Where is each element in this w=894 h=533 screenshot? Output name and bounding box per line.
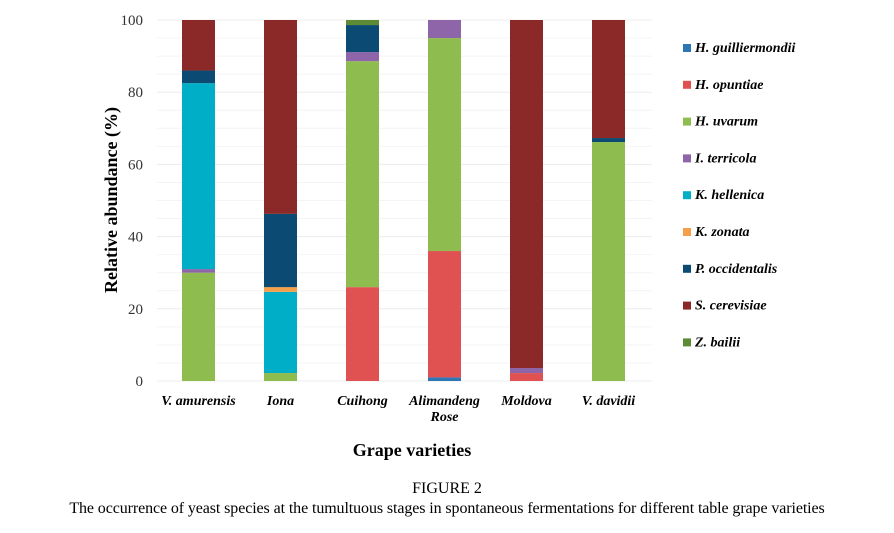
x-axis-title: Grape varieties	[353, 440, 471, 460]
legend-label: I. terricola	[694, 151, 756, 166]
legend-item: K. zonata	[683, 225, 749, 240]
legend-label: Z. bailii	[694, 335, 740, 350]
y-tick-label: 0	[136, 374, 144, 390]
bar-segment	[264, 213, 297, 288]
legend-item: H. guilliermondii	[683, 41, 795, 56]
bar-stack	[182, 20, 215, 381]
bar-stack	[264, 20, 297, 381]
legend-item: H. opuntiae	[683, 78, 763, 93]
y-tick-label: 20	[128, 302, 143, 318]
legend-swatch	[683, 44, 691, 52]
x-tick-label: V. davidii	[582, 394, 636, 409]
x-tick-label: V. amurensis	[161, 394, 236, 409]
bar-segment	[346, 25, 379, 53]
bar-segment	[264, 287, 297, 292]
legend-swatch	[683, 228, 691, 236]
legend-label: P. occidentalis	[695, 262, 778, 277]
legend-swatch	[683, 301, 691, 310]
y-tick-label: 100	[121, 13, 144, 29]
legend-swatch	[683, 338, 691, 347]
legend-item: K. hellenica	[683, 188, 764, 203]
bar-segment	[182, 20, 215, 71]
bar-segment	[346, 20, 379, 26]
legend: H. guilliermondii H. opuntiae H. uvarum I. …	[683, 41, 795, 350]
legend-swatch	[683, 191, 691, 200]
legend-swatch	[683, 154, 691, 163]
bar-segment	[182, 272, 215, 381]
legend-item: P. occidentalis	[683, 262, 778, 277]
bar-segment	[346, 52, 379, 62]
x-tick-label: Cuihong	[337, 394, 388, 409]
figure-caption: The occurrence of yeast species at the t…	[69, 500, 825, 517]
stacked-bar-chart: 0 20 40 60 80 100 V. amurensis Iona Cuihong Alim…	[101, 13, 795, 460]
x-tick-label: Alimandeng	[408, 394, 480, 409]
bar-segment	[264, 373, 297, 381]
y-tick-label: 60	[128, 157, 143, 173]
bar-segment	[346, 61, 379, 288]
bar-segment	[428, 20, 461, 39]
legend-label: K. hellenica	[694, 188, 764, 203]
bar-segment	[592, 142, 625, 381]
y-tick-label: 40	[128, 230, 143, 246]
bar-stack	[510, 20, 543, 381]
bar-segment	[182, 83, 215, 270]
bar-segment	[346, 287, 379, 381]
figure-number: FIGURE 2	[412, 480, 482, 497]
legend-swatch	[683, 117, 691, 126]
bar-segment	[592, 138, 625, 143]
y-axis-ticks: 0 20 40 60 80 100	[121, 13, 144, 390]
legend-label: H. guilliermondii	[694, 41, 795, 56]
bar-stack	[592, 20, 625, 381]
y-tick-label: 80	[128, 85, 143, 101]
bar-segment	[510, 373, 543, 381]
bar-segment	[264, 291, 297, 374]
x-tick-label: Moldova	[500, 394, 552, 409]
bar-stack	[346, 20, 379, 381]
bar-segment	[592, 20, 625, 139]
legend-label: H. opuntiae	[694, 78, 763, 93]
legend-label: K. zonata	[694, 225, 749, 240]
bars	[182, 20, 625, 381]
legend-item: Z. bailii	[683, 335, 740, 350]
x-tick-label: Rose	[430, 410, 459, 425]
bar-segment	[182, 269, 215, 273]
legend-label: S. cerevisiae	[695, 299, 767, 314]
bar-segment	[510, 368, 543, 374]
legend-label: H. uvarum	[694, 115, 758, 130]
bar-segment	[428, 377, 461, 381]
bar-segment	[428, 251, 461, 378]
legend-swatch	[683, 264, 691, 273]
bar-segment	[428, 38, 461, 252]
bar-stack	[428, 20, 461, 381]
y-axis-title: Relative abundance (%)	[101, 107, 122, 293]
x-tick-label: Iona	[266, 394, 294, 409]
bar-segment	[182, 70, 215, 84]
legend-item: H. uvarum	[683, 115, 758, 130]
bar-segment	[510, 20, 543, 369]
legend-swatch	[683, 80, 691, 89]
gridlines	[157, 19, 652, 382]
legend-item: I. terricola	[683, 151, 756, 166]
legend-item: S. cerevisiae	[683, 299, 767, 314]
bar-segment	[264, 20, 297, 214]
